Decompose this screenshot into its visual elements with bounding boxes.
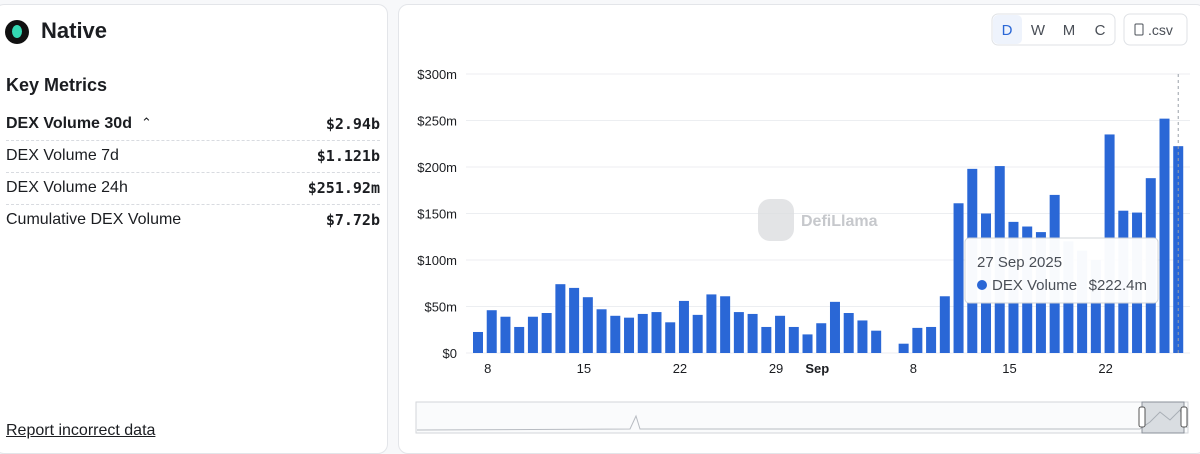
x-tick-label: 15 [577, 361, 591, 376]
bar [788, 326, 799, 353]
bar [816, 323, 827, 353]
bar [761, 326, 772, 353]
metric-label: DEX Volume 7d [6, 147, 119, 164]
y-tick-label: $0 [443, 346, 457, 361]
tooltip-value: $222.4m [1089, 277, 1147, 294]
page: Native Key Metrics DEX Volume 30d ⌃ $2.94… [0, 4, 1200, 454]
metric-label: DEX Volume 24h [6, 179, 128, 196]
y-tick-label: $50m [424, 300, 457, 315]
bar [569, 287, 580, 353]
bar [527, 316, 538, 353]
period-button[interactable]: W [1031, 22, 1046, 39]
metric-row: Cumulative DEX Volume $7.72b [6, 205, 380, 237]
bar [898, 343, 909, 353]
bar [692, 314, 703, 353]
metric-value: $1.121b [316, 147, 380, 165]
watermark: DefiLlama [801, 213, 878, 230]
bar [582, 297, 593, 353]
period-button[interactable]: C [1095, 22, 1106, 39]
bar [610, 315, 621, 353]
brush-handle[interactable] [1180, 406, 1188, 428]
brush-window [1141, 401, 1185, 434]
overview [415, 401, 1189, 434]
y-tick-label: $150m [417, 207, 457, 222]
report-link[interactable]: Report incorrect data [6, 422, 156, 439]
metric-value: $251.92m [307, 179, 380, 197]
x-tick-label: 22 [1098, 361, 1112, 376]
metric-value: $7.72b [325, 211, 380, 229]
tooltip [964, 237, 1159, 304]
bar [500, 316, 511, 353]
bar [678, 300, 689, 353]
section-title: Key Metrics [6, 75, 108, 95]
csv-button[interactable] [1123, 13, 1188, 46]
metric-row: DEX Volume 7d $1.121b [6, 141, 380, 173]
bar [802, 334, 813, 353]
bar [665, 322, 676, 353]
protocol-logo [5, 20, 29, 44]
x-tick-label: 22 [673, 361, 687, 376]
csv-icon [1134, 23, 1144, 36]
metrics-panel: Native Key Metrics DEX Volume 30d ⌃ $2.94… [0, 4, 388, 454]
y-tick-label: $100m [417, 253, 457, 268]
bar [596, 309, 607, 353]
period-button[interactable]: D [1002, 22, 1013, 39]
metric-row[interactable]: DEX Volume 30d ⌃ $2.94b [6, 109, 380, 141]
bar [843, 313, 854, 353]
metric-label: DEX Volume 30d [6, 115, 132, 132]
bar [733, 312, 744, 353]
tooltip-series: DEX Volume [992, 277, 1077, 294]
bar [555, 284, 566, 353]
bar [871, 330, 882, 353]
protocol-title: Native [41, 18, 108, 43]
bar [541, 313, 552, 353]
bar [926, 326, 937, 353]
tooltip-dot [977, 280, 987, 290]
x-tick-label: 8 [910, 361, 917, 376]
chart-panel [398, 4, 1200, 454]
bar [637, 313, 648, 353]
metric-label: Cumulative DEX Volume [6, 211, 182, 228]
bar [829, 301, 840, 353]
y-tick-label: $250m [417, 114, 457, 129]
bar [939, 296, 950, 353]
period-active [993, 15, 1022, 44]
bar [857, 320, 868, 353]
period-button[interactable]: M [1063, 22, 1076, 39]
tooltip-title: 27 Sep 2025 [977, 254, 1062, 271]
x-tick-label: 15 [1002, 361, 1016, 376]
brush-handle[interactable] [1138, 406, 1146, 428]
bar [486, 310, 497, 353]
period-group [991, 13, 1116, 46]
bar [706, 294, 717, 353]
bar [473, 331, 483, 353]
bar [514, 326, 525, 353]
y-tick-label: $200m [417, 160, 457, 175]
metric-value: $2.94b [325, 115, 380, 133]
csv-label: .csv [1148, 22, 1173, 38]
chart: D W M C .csv $0 $50m $100m $150m $200m $250m $300m D… [415, 13, 1190, 434]
x-tick-label: 29 [769, 361, 783, 376]
bar [1159, 118, 1170, 353]
bar [651, 312, 662, 353]
metric-row: DEX Volume 24h $251.92m [6, 173, 380, 205]
bar [953, 203, 964, 353]
bar [624, 317, 635, 353]
bar [720, 296, 731, 353]
watermark-logo [758, 199, 794, 241]
bar [912, 327, 923, 353]
bar [1090, 260, 1101, 353]
chevron: ⌃ [141, 115, 152, 130]
bar [747, 313, 758, 353]
x-tick-label: Sep [805, 361, 829, 376]
x-tick-label: 8 [484, 361, 491, 376]
bar [775, 315, 786, 353]
y-tick-label: $300m [417, 67, 457, 82]
